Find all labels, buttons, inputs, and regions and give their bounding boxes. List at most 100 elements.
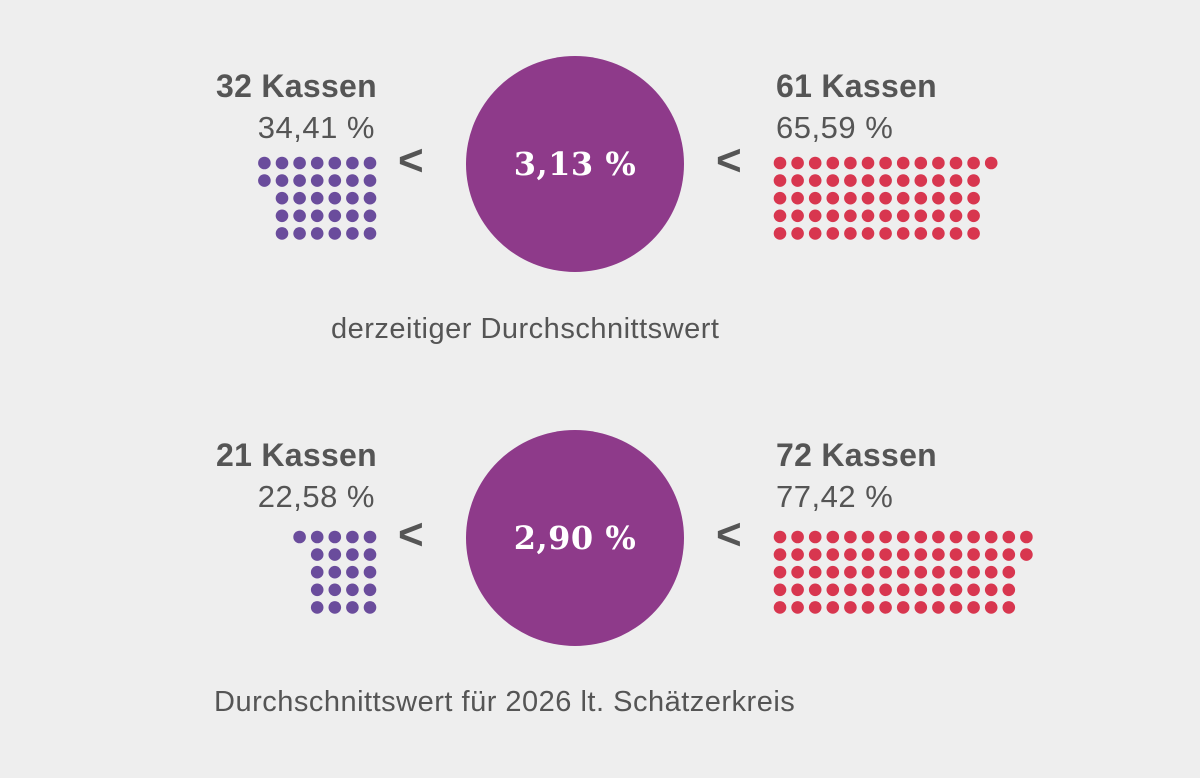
above-dot [932, 565, 945, 579]
below-dot [363, 583, 377, 597]
above-dot [791, 583, 804, 597]
above-dot [861, 548, 875, 561]
above-dot [914, 209, 928, 223]
above-dot [879, 209, 892, 223]
above-dot [773, 565, 787, 579]
above-dot [808, 548, 822, 561]
below-dot [363, 156, 377, 170]
below-dot [346, 156, 359, 170]
above-dot [826, 174, 840, 187]
above-dot [861, 565, 875, 579]
below-dot [310, 227, 324, 240]
below-dot [328, 530, 342, 544]
above-dot [826, 548, 840, 561]
above-dot [791, 227, 804, 240]
below-dot [346, 583, 359, 597]
above-dot [861, 601, 875, 614]
below-dot [310, 174, 324, 187]
above-dot [773, 174, 787, 187]
below-dot [328, 548, 342, 561]
above-dot [879, 583, 892, 597]
below-dot [346, 227, 359, 240]
above-dot [984, 530, 998, 544]
below-dot [328, 209, 342, 223]
above-dot [861, 191, 875, 205]
below-count-label-1: 32 Kassen [215, 68, 377, 104]
above-count-label-1: 61 Kassen [776, 68, 938, 104]
above-dot [861, 227, 875, 240]
above-dot [808, 209, 822, 223]
above-dot [896, 530, 910, 544]
below-dot [328, 565, 342, 579]
above-dot [826, 530, 840, 544]
above-dot [949, 601, 963, 614]
above-dot [791, 601, 804, 614]
below-dot [346, 548, 359, 561]
above-dot [791, 530, 804, 544]
above-dot [914, 548, 928, 561]
above-dot [896, 156, 910, 170]
below-dot [293, 227, 306, 240]
above-dot [967, 227, 980, 240]
above-dot [773, 583, 787, 597]
above-dot [791, 174, 804, 187]
above-dot [879, 601, 892, 614]
below-dot [310, 583, 324, 597]
above-dot [826, 191, 840, 205]
above-dot [808, 530, 822, 544]
above-dot [914, 530, 928, 544]
above-dot [932, 548, 945, 561]
above-dot [967, 548, 980, 561]
above-dot [773, 209, 787, 223]
below-percent-label-1: 34,41 % [257, 110, 375, 145]
below-dot [310, 548, 324, 561]
below-count-label-2: 21 Kassen [215, 437, 377, 473]
above-dot [949, 548, 963, 561]
above-dot [967, 565, 980, 579]
above-dot [949, 174, 963, 187]
above-dot [1002, 548, 1016, 561]
below-dot [363, 565, 377, 579]
below-dot [346, 530, 359, 544]
above-dot [984, 548, 998, 561]
above-dot [826, 601, 840, 614]
above-dot [949, 565, 963, 579]
above-dot [984, 156, 998, 170]
above-dot [808, 583, 822, 597]
below-dot [258, 174, 271, 187]
above-dot [949, 227, 963, 240]
below-dot [346, 191, 359, 205]
caption-1: derzeitiger Durchschnittswert [331, 313, 720, 345]
above-dot [949, 583, 963, 597]
above-dot [1002, 565, 1016, 579]
above-dot [896, 209, 910, 223]
above-dot [967, 530, 980, 544]
above-dot [932, 174, 945, 187]
below-dot [346, 174, 359, 187]
above-dot [984, 601, 998, 614]
above-dot [949, 530, 963, 544]
less-than-symbol-right-2: < [716, 510, 742, 559]
below-dot [363, 227, 377, 240]
above-dot [949, 209, 963, 223]
above-dot [826, 227, 840, 240]
above-dot [808, 601, 822, 614]
above-dot [879, 191, 892, 205]
below-dot [275, 191, 289, 205]
below-dot [258, 156, 271, 170]
above-dot [808, 227, 822, 240]
caption-2: Durchschnittswert für 2026 lt. Schätzerk… [214, 686, 796, 718]
above-dot [967, 209, 980, 223]
above-dot [914, 583, 928, 597]
above-dot [844, 191, 857, 205]
above-dot [826, 209, 840, 223]
below-dot [346, 209, 359, 223]
above-dot [773, 191, 787, 205]
above-dot [1020, 530, 1033, 544]
below-dot [328, 156, 342, 170]
below-dot [275, 174, 289, 187]
average-circle-2: 2,90 % [466, 430, 684, 646]
above-dot [791, 209, 804, 223]
above-dot [949, 191, 963, 205]
